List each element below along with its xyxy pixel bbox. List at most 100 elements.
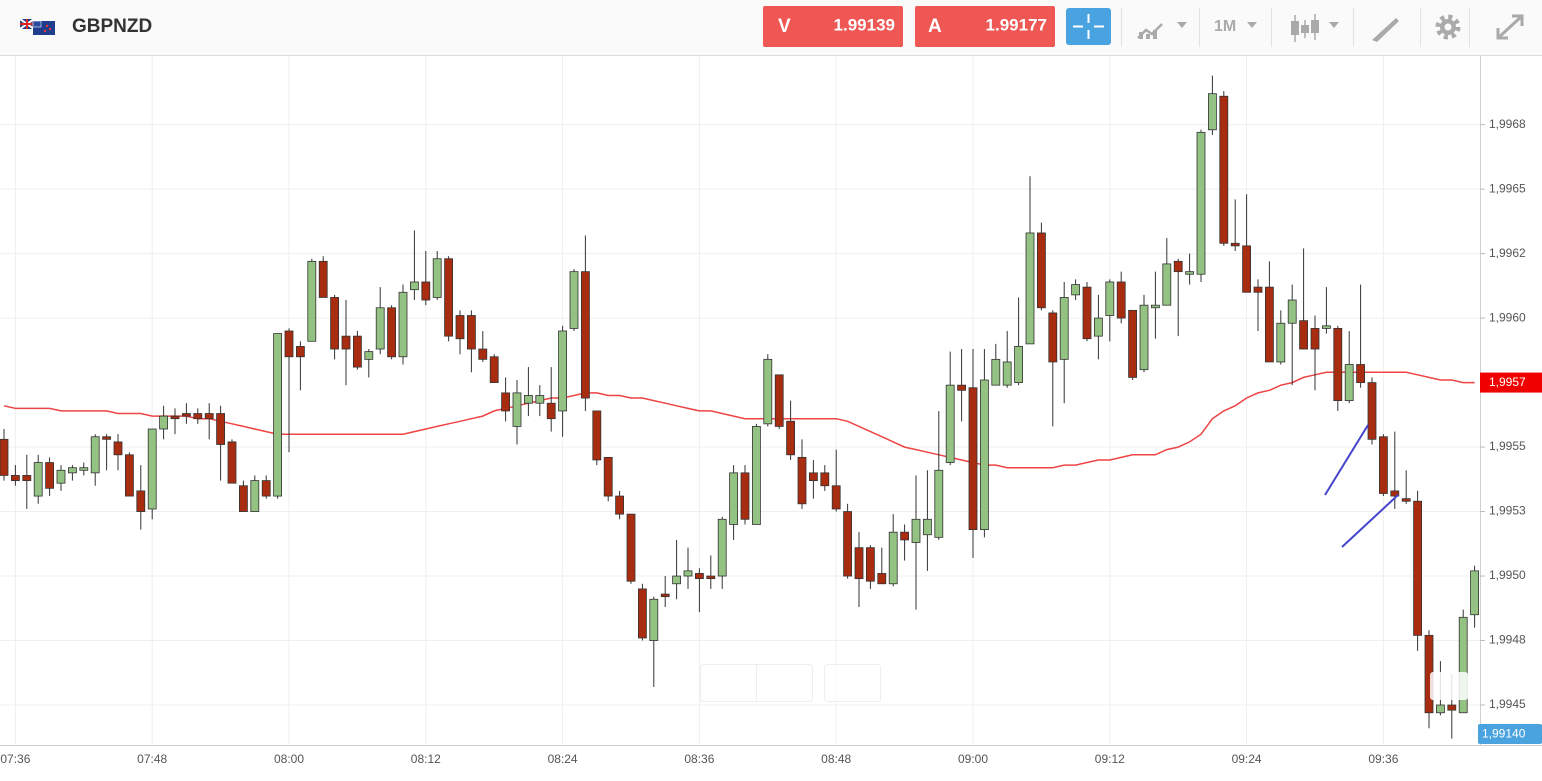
axis-labels: 1,9945 1,9948 1,9950 1,9953 1,9955 1,9960 1,99… bbox=[0, 117, 1542, 766]
candle-body bbox=[809, 472, 818, 481]
candle-body bbox=[1105, 281, 1115, 316]
candle-body bbox=[1196, 131, 1206, 275]
crosshair-icon bbox=[1073, 14, 1104, 39]
candle-body bbox=[695, 573, 704, 580]
candle-body bbox=[432, 258, 442, 298]
candle-body bbox=[546, 402, 556, 420]
x-tick-label: 09:12 bbox=[1095, 752, 1125, 766]
sell-label[interactable]: V bbox=[778, 16, 791, 37]
x-tick-label: 08:48 bbox=[821, 752, 851, 766]
moving-average bbox=[3, 371, 1475, 469]
fullscreen-icon[interactable] bbox=[1496, 14, 1524, 40]
symbol: GBPNZD bbox=[72, 16, 152, 37]
candle-body bbox=[1139, 304, 1149, 371]
timeframe-button[interactable]: 1M bbox=[1214, 18, 1236, 35]
candle-body bbox=[250, 480, 260, 512]
x-tick-label: 07:48 bbox=[137, 752, 167, 766]
candle-body bbox=[1208, 93, 1217, 131]
candle-body bbox=[466, 315, 476, 350]
candle-body bbox=[1173, 260, 1183, 273]
price-tag: 1,99140 bbox=[1482, 727, 1526, 741]
y-tick-label: 1,9962 bbox=[1489, 246, 1526, 260]
candle-body bbox=[227, 441, 237, 484]
crosshair-button[interactable] bbox=[1066, 8, 1111, 45]
x-tick-label: 07:36 bbox=[0, 752, 30, 766]
candle-body bbox=[1265, 286, 1274, 363]
candle-body bbox=[558, 330, 567, 412]
candle-body bbox=[729, 472, 738, 525]
candle-body bbox=[455, 315, 465, 340]
candle-body bbox=[79, 467, 89, 471]
y-tick-label: 1,9955 bbox=[1489, 439, 1526, 453]
candle-body bbox=[1253, 286, 1263, 293]
buy-button[interactable] bbox=[915, 6, 1055, 47]
grid bbox=[0, 56, 1480, 745]
candle-body bbox=[1082, 286, 1092, 340]
candle-body bbox=[592, 410, 602, 461]
candle-body bbox=[1071, 284, 1080, 296]
candle-body bbox=[375, 307, 385, 350]
candle-body bbox=[478, 348, 488, 360]
candle-body bbox=[1059, 297, 1069, 360]
candle-body bbox=[911, 518, 921, 543]
candle-body bbox=[387, 307, 397, 358]
candle-body bbox=[615, 495, 624, 515]
candle-body bbox=[1242, 245, 1251, 293]
buy-price[interactable]: 1.99177 bbox=[986, 15, 1047, 34]
candle-body bbox=[147, 428, 157, 510]
candle-body bbox=[352, 335, 362, 368]
settings-icon[interactable] bbox=[1435, 14, 1461, 40]
candle-body bbox=[1367, 382, 1377, 440]
candle-body bbox=[831, 485, 841, 510]
candle-body bbox=[181, 413, 191, 417]
y-tick-label: 1,9950 bbox=[1489, 568, 1526, 582]
x-tick-label: 08:36 bbox=[684, 752, 714, 766]
candle-body bbox=[934, 469, 944, 538]
candle-body bbox=[797, 456, 807, 505]
candle-body bbox=[216, 413, 226, 445]
buy-label[interactable]: A bbox=[928, 16, 942, 37]
sell-price[interactable]: 1.99139 bbox=[834, 15, 895, 34]
candle-body bbox=[660, 593, 670, 598]
x-tick-label: 08:12 bbox=[411, 752, 441, 766]
sell-button[interactable] bbox=[763, 6, 903, 47]
candle-body bbox=[581, 271, 590, 399]
candle-body bbox=[421, 281, 431, 301]
scroll-button[interactable] bbox=[1430, 672, 1468, 700]
draw-icon[interactable] bbox=[1372, 18, 1399, 42]
candle-body bbox=[364, 351, 374, 360]
candle-body bbox=[980, 379, 989, 531]
candle-body bbox=[398, 291, 408, 358]
candle-body bbox=[649, 598, 659, 641]
candle-body bbox=[273, 333, 283, 497]
candle-body bbox=[261, 480, 271, 497]
candle-body bbox=[1310, 328, 1320, 350]
candle-body bbox=[706, 575, 716, 580]
candle-body bbox=[866, 547, 875, 582]
trend-line[interactable] bbox=[1341, 494, 1399, 548]
candle-body bbox=[603, 456, 613, 497]
reset-button[interactable] bbox=[824, 664, 881, 702]
candle-body bbox=[113, 441, 123, 456]
candle-body bbox=[763, 358, 773, 425]
candle-body bbox=[444, 258, 454, 337]
candle-body bbox=[535, 395, 545, 404]
trend-line[interactable] bbox=[1324, 424, 1369, 496]
chart-type-icon[interactable] bbox=[1291, 14, 1319, 42]
ma-line bbox=[3, 371, 1475, 469]
candle-body bbox=[626, 513, 636, 582]
candle-body bbox=[968, 387, 978, 531]
candle-body bbox=[409, 281, 419, 291]
flag bbox=[19, 18, 55, 35]
candle-body bbox=[136, 490, 146, 512]
y-tick-label: 1,9948 bbox=[1489, 633, 1526, 647]
candle-body bbox=[1379, 436, 1388, 494]
candle-body bbox=[740, 472, 750, 520]
candle-body bbox=[1094, 317, 1103, 337]
candle-body bbox=[22, 475, 32, 481]
candle-body bbox=[991, 358, 1001, 386]
candle-body bbox=[1470, 570, 1479, 616]
y-tick-label: 1,9960 bbox=[1489, 310, 1526, 324]
candle-body bbox=[33, 462, 43, 497]
